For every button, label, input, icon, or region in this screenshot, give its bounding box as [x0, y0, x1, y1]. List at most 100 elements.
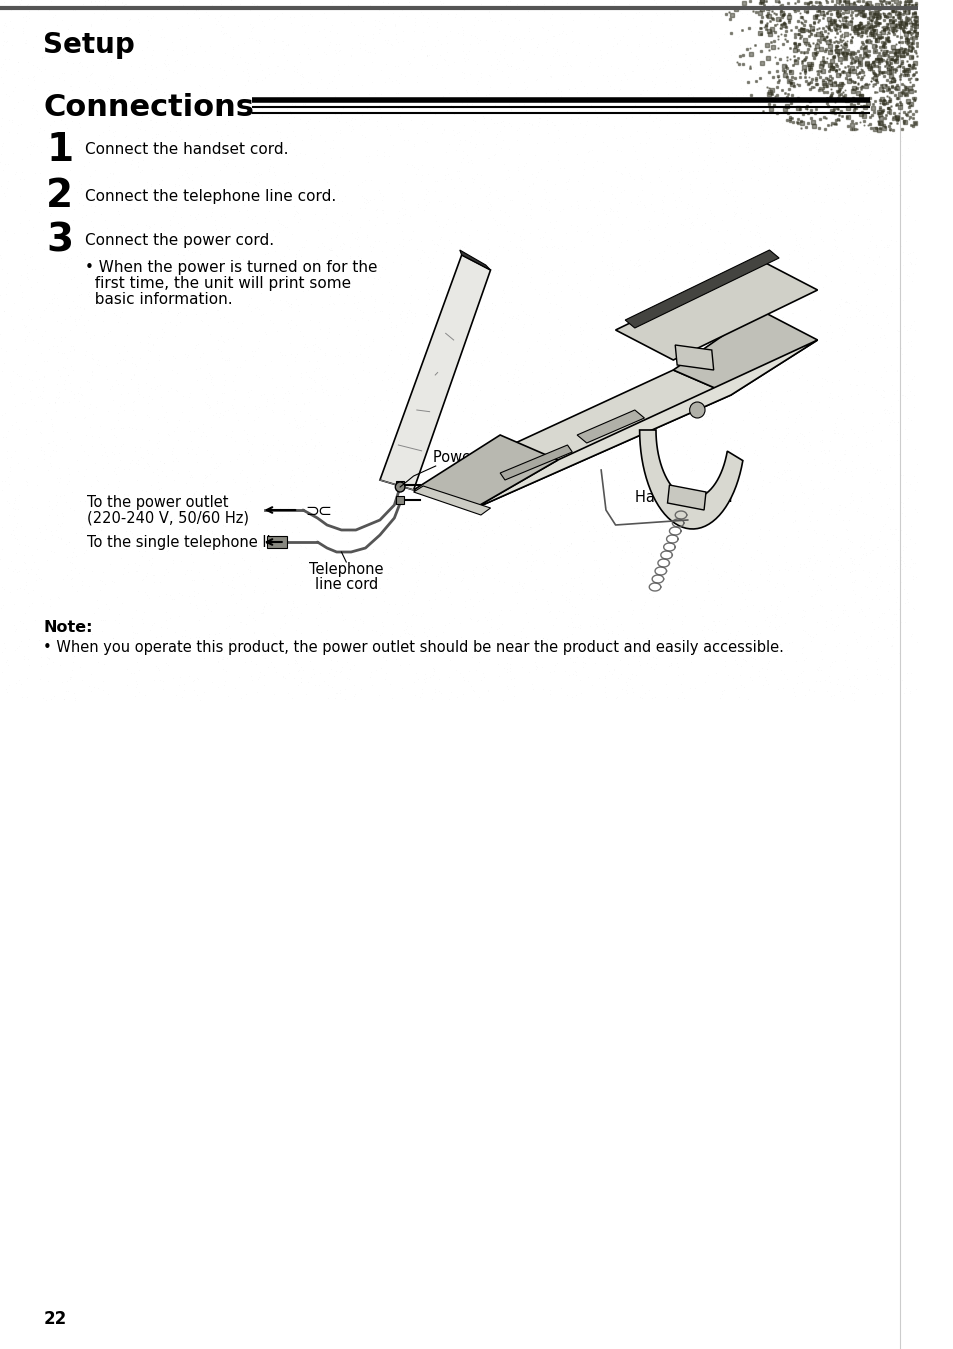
Point — [625, 498, 640, 519]
Point — [735, 469, 750, 491]
Point — [582, 94, 598, 116]
Text: • When the power is turned on for the: • When the power is turned on for the — [85, 260, 376, 275]
Point — [249, 212, 264, 233]
Point — [16, 579, 31, 600]
Point — [53, 529, 69, 550]
Point — [409, 483, 424, 505]
Point — [864, 326, 880, 348]
Point — [601, 263, 617, 285]
Point — [229, 563, 244, 584]
Point — [868, 26, 883, 47]
Point — [140, 453, 155, 475]
Point — [349, 221, 364, 243]
Point — [0, 220, 12, 241]
Point — [143, 109, 158, 131]
Point — [360, 84, 375, 105]
Point — [804, 627, 820, 649]
Point — [142, 250, 157, 271]
Point — [700, 394, 716, 415]
Point — [618, 367, 633, 389]
Point — [760, 558, 775, 580]
Point — [577, 653, 592, 674]
Point — [888, 67, 903, 89]
Point — [503, 648, 518, 669]
Point — [204, 190, 219, 212]
Point — [674, 128, 689, 150]
Point — [375, 362, 391, 383]
Point — [704, 146, 720, 167]
Point — [736, 649, 751, 670]
Point — [813, 441, 828, 463]
Point — [212, 622, 227, 643]
Point — [85, 645, 100, 666]
Point — [590, 277, 605, 298]
Point — [631, 248, 646, 270]
Point — [493, 136, 508, 158]
Point — [509, 437, 524, 459]
Point — [249, 0, 264, 15]
Point — [288, 314, 303, 336]
Point — [845, 553, 861, 575]
Point — [187, 156, 202, 178]
Point — [153, 272, 169, 294]
Point — [118, 224, 133, 246]
Point — [743, 236, 759, 258]
Point — [630, 100, 645, 121]
Point — [273, 128, 288, 150]
Point — [324, 264, 339, 286]
Point — [610, 623, 625, 645]
Point — [333, 560, 348, 581]
Point — [245, 537, 260, 558]
Point — [853, 96, 868, 117]
Point — [787, 50, 802, 71]
Point — [443, 681, 458, 703]
Point — [738, 258, 753, 279]
Point — [658, 123, 673, 144]
Point — [250, 162, 265, 183]
Point — [213, 15, 228, 36]
Point — [71, 563, 87, 584]
Point — [416, 669, 431, 691]
Point — [841, 492, 857, 514]
Point — [544, 111, 559, 132]
Point — [763, 604, 779, 626]
Point — [683, 459, 699, 480]
Point — [681, 266, 697, 287]
Point — [546, 544, 561, 565]
Point — [85, 54, 100, 76]
Point — [226, 577, 241, 599]
Point — [662, 542, 678, 564]
Point — [861, 561, 876, 583]
Point — [650, 378, 665, 399]
Point — [519, 340, 535, 362]
Point — [469, 220, 484, 241]
Point — [33, 142, 49, 163]
Point — [10, 452, 26, 473]
Point — [776, 355, 791, 376]
Point — [757, 80, 772, 101]
Point — [857, 336, 872, 357]
Point — [746, 503, 761, 525]
Point — [91, 140, 106, 162]
Point — [798, 347, 813, 368]
Point — [552, 505, 567, 526]
Point — [764, 507, 780, 529]
Point — [414, 231, 429, 252]
Point — [555, 20, 570, 42]
Point — [182, 204, 197, 225]
Point — [378, 568, 394, 590]
Point — [20, 0, 35, 15]
Point — [714, 209, 729, 231]
Point — [597, 665, 612, 687]
Point — [775, 484, 790, 506]
Point — [149, 123, 164, 144]
Point — [758, 637, 773, 658]
Point — [690, 639, 705, 661]
Point — [712, 82, 727, 104]
Point — [49, 494, 64, 515]
Point — [246, 147, 261, 169]
Point — [539, 379, 555, 401]
Point — [372, 494, 387, 515]
Point — [684, 251, 700, 272]
Point — [265, 425, 280, 447]
